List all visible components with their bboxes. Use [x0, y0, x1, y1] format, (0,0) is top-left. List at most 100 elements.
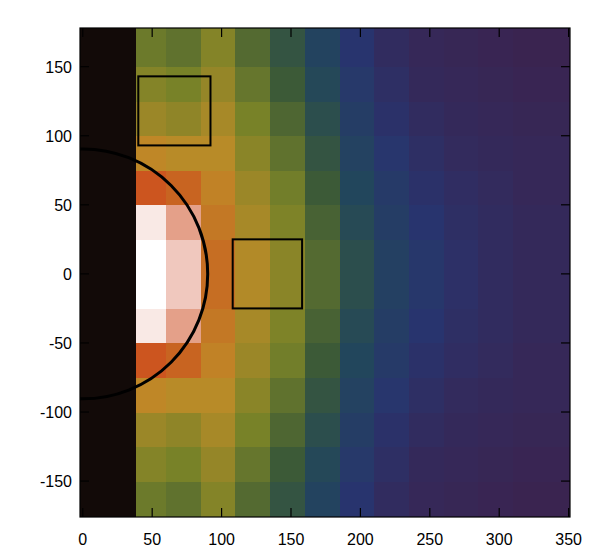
- heat-cell: [166, 377, 201, 412]
- heat-cell: [270, 170, 305, 205]
- heat-cell: [340, 308, 375, 343]
- heat-cell: [374, 481, 409, 517]
- heat-cell: [478, 308, 513, 343]
- heat-cell: [305, 28, 340, 67]
- heat-cell: [409, 481, 444, 517]
- heat-cell: [478, 412, 513, 447]
- y-tick: [561, 480, 570, 481]
- heat-cell: [136, 67, 167, 102]
- heat-cell: [340, 239, 375, 274]
- heat-cell: [444, 101, 479, 136]
- x-tick: [568, 508, 569, 517]
- plot-area: [80, 28, 570, 517]
- heat-cell: [270, 377, 305, 412]
- heat-cell: [409, 101, 444, 136]
- heat-cell: [409, 274, 444, 309]
- heat-cell: [270, 412, 305, 447]
- heat-cell: [83, 343, 136, 378]
- heat-cell: [270, 308, 305, 343]
- x-tick-label: 100: [208, 531, 235, 548]
- heat-cell: [305, 205, 340, 240]
- heat-cell: [513, 28, 570, 67]
- heat-cell: [201, 28, 236, 67]
- x-tick: [221, 508, 222, 517]
- heat-cell: [513, 343, 570, 378]
- heat-cell: [201, 481, 236, 517]
- heat-cell: [83, 274, 136, 309]
- heat-cell: [166, 239, 201, 274]
- heat-cell: [340, 67, 375, 102]
- heat-cell: [270, 136, 305, 171]
- heat-cell: [201, 136, 236, 171]
- x-tick: [429, 508, 430, 517]
- heat-cell: [136, 481, 167, 517]
- heat-cell: [444, 28, 479, 67]
- heat-cell: [444, 343, 479, 378]
- x-tick: [82, 508, 83, 517]
- heat-cell: [374, 28, 409, 67]
- heat-cell: [340, 377, 375, 412]
- heat-cell: [235, 412, 270, 447]
- heat-cell: [444, 67, 479, 102]
- y-tick-label: -50: [49, 335, 72, 352]
- y-tick-label: 150: [45, 59, 72, 76]
- heat-cell: [305, 239, 340, 274]
- heat-cell: [136, 136, 167, 171]
- heat-cell: [136, 308, 167, 343]
- heat-cell: [235, 28, 270, 67]
- heat-cell: [305, 447, 340, 482]
- y-tick-label: 0: [63, 266, 72, 283]
- heat-cell: [478, 481, 513, 517]
- heat-cell: [136, 205, 167, 240]
- y-tick-label: -150: [40, 473, 72, 490]
- heat-cell: [340, 481, 375, 517]
- heat-cell: [305, 343, 340, 378]
- heat-cell: [201, 101, 236, 136]
- heat-cell: [235, 343, 270, 378]
- y-tick: [561, 411, 570, 412]
- heat-cell: [83, 239, 136, 274]
- x-tick-label: 250: [416, 531, 443, 548]
- y-tick: [561, 204, 570, 205]
- heat-cell: [513, 412, 570, 447]
- chart: 050100150200250300350-150-100-5005010015…: [0, 0, 590, 559]
- x-tick: [290, 508, 291, 517]
- heat-cell: [305, 412, 340, 447]
- heat-cell: [340, 28, 375, 67]
- heat-cell: [444, 377, 479, 412]
- heat-cell: [444, 170, 479, 205]
- heat-cell: [513, 136, 570, 171]
- heat-cell: [166, 481, 201, 517]
- heat-cell: [83, 308, 136, 343]
- heat-cell: [340, 447, 375, 482]
- heat-cell: [374, 205, 409, 240]
- heat-cell: [340, 412, 375, 447]
- heat-cell: [478, 447, 513, 482]
- heat-cell: [340, 136, 375, 171]
- x-tick-label: 0: [78, 531, 87, 548]
- heat-cell: [235, 101, 270, 136]
- heat-cell: [374, 308, 409, 343]
- heat-cell: [235, 136, 270, 171]
- plot-frame: [80, 28, 570, 517]
- heat-cell: [478, 170, 513, 205]
- heat-cell: [409, 308, 444, 343]
- heat-cell: [478, 274, 513, 309]
- heat-cell: [136, 28, 167, 67]
- heat-cell: [83, 481, 136, 517]
- y-tick: [561, 273, 570, 274]
- heat-cell: [409, 28, 444, 67]
- heat-cell: [305, 481, 340, 517]
- heat-cell: [201, 343, 236, 378]
- heat-cell: [166, 136, 201, 171]
- heat-cell: [478, 377, 513, 412]
- heat-cell: [478, 343, 513, 378]
- heat-cell: [305, 136, 340, 171]
- heat-cell: [444, 447, 479, 482]
- heat-cell: [409, 343, 444, 378]
- heat-cell: [166, 274, 201, 309]
- heat-cell: [83, 67, 136, 102]
- y-tick-label: 50: [54, 197, 72, 214]
- heat-cell: [83, 101, 136, 136]
- heat-cell: [136, 412, 167, 447]
